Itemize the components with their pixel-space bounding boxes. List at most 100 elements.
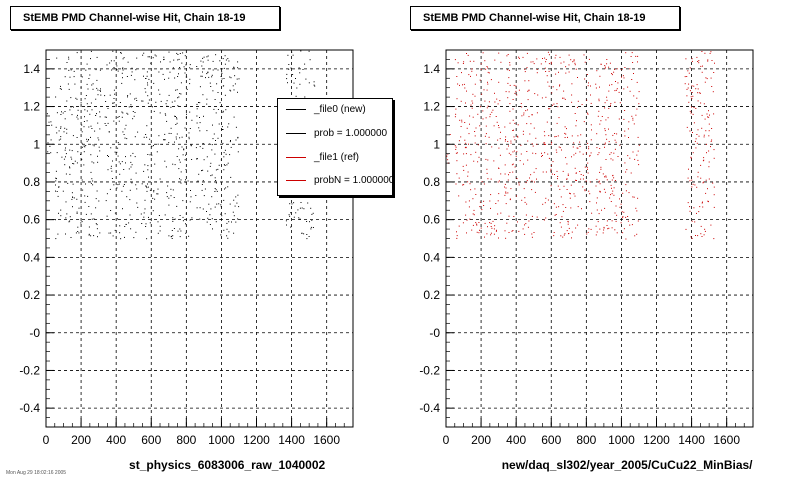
scatter-point <box>491 111 493 113</box>
scatter-point <box>186 193 187 195</box>
scatter-point <box>703 134 705 136</box>
scatter-point <box>209 82 211 84</box>
scatter-point <box>587 113 589 115</box>
scatter-point <box>588 58 590 60</box>
scatter-point <box>479 125 481 127</box>
scatter-point <box>512 163 514 165</box>
scatter-point <box>455 113 457 115</box>
scatter-point <box>86 140 88 142</box>
scatter-point <box>75 232 77 234</box>
scatter-point <box>469 183 471 185</box>
scatter-point <box>535 168 537 170</box>
scatter-point <box>705 130 707 132</box>
scatter-point <box>104 123 106 124</box>
scatter-point <box>176 122 178 124</box>
scatter-point <box>291 203 293 205</box>
scatter-point <box>60 127 62 129</box>
scatter-point <box>84 195 86 197</box>
scatter-point <box>110 210 112 211</box>
scatter-point <box>558 117 560 119</box>
scatter-point <box>175 89 177 91</box>
scatter-point <box>237 194 239 196</box>
scatter-point <box>196 103 198 105</box>
scatter-point <box>306 238 308 240</box>
scatter-point <box>289 215 291 217</box>
scatter-point <box>629 157 631 159</box>
scatter-point <box>556 170 558 172</box>
scatter-point <box>201 65 203 67</box>
scatter-point <box>229 154 231 156</box>
scatter-point <box>90 136 91 138</box>
scatter-point <box>105 200 107 202</box>
scatter-point <box>176 118 178 120</box>
scatter-point <box>215 182 217 184</box>
scatter-point <box>637 136 639 138</box>
scatter-point <box>309 221 310 223</box>
scatter-point <box>140 213 142 215</box>
scatter-point <box>522 228 524 230</box>
scatter-point <box>469 115 471 117</box>
scatter-point <box>174 77 176 79</box>
scatter-point <box>638 91 640 93</box>
scatter-point <box>611 73 613 74</box>
scatter-point <box>466 219 468 221</box>
scatter-point <box>599 86 600 88</box>
scatter-point <box>123 169 125 170</box>
scatter-point <box>291 51 293 53</box>
scatter-point <box>63 131 65 133</box>
scatter-point <box>197 180 199 182</box>
scatter-point <box>459 119 461 121</box>
scatter-point <box>587 168 588 170</box>
scatter-point <box>146 71 148 73</box>
scatter-point <box>164 113 166 115</box>
scatter-point <box>141 143 143 145</box>
scatter-point <box>575 152 577 154</box>
scatter-point <box>603 226 605 228</box>
scatter-point <box>78 207 80 209</box>
scatter-point <box>186 88 188 90</box>
scatter-point <box>518 56 520 58</box>
scatter-point <box>696 212 697 214</box>
scatter-point <box>460 126 462 127</box>
scatter-point <box>618 91 620 93</box>
scatter-point <box>297 209 299 211</box>
scatter-point <box>299 207 301 209</box>
scatter-point <box>64 111 66 112</box>
scatter-point <box>189 201 191 203</box>
scatter-point <box>687 202 689 204</box>
scatter-point <box>550 61 552 63</box>
scatter-point <box>567 223 569 225</box>
scatter-point <box>485 125 487 127</box>
scatter-point <box>635 114 637 116</box>
scatter-point <box>84 109 86 111</box>
scatter-point <box>460 136 462 138</box>
scatter-point <box>172 67 174 69</box>
scatter-point <box>306 234 308 235</box>
scatter-point <box>96 113 97 115</box>
scatter-point <box>610 201 612 202</box>
scatter-point <box>486 233 488 235</box>
scatter-point <box>168 204 170 206</box>
scatter-point <box>146 75 148 77</box>
scatter-point <box>615 89 617 91</box>
scatter-point <box>568 233 570 234</box>
scatter-point <box>159 112 161 114</box>
scatter-point <box>203 56 205 58</box>
scatter-point <box>596 209 598 211</box>
scatter-point <box>91 109 93 111</box>
scatter-point <box>611 187 612 189</box>
scatter-point <box>527 90 529 92</box>
scatter-point <box>55 184 56 186</box>
scatter-point <box>135 69 137 71</box>
scatter-point <box>504 140 506 142</box>
scatter-point <box>212 69 214 71</box>
scatter-point <box>86 138 88 140</box>
scatter-point <box>219 60 221 62</box>
scatter-point <box>487 105 489 107</box>
scatter-point <box>146 125 148 127</box>
scatter-point <box>81 179 83 181</box>
scatter-point <box>171 235 173 237</box>
scatter-point <box>608 90 610 92</box>
scatter-point <box>627 216 629 217</box>
scatter-point <box>529 133 531 135</box>
